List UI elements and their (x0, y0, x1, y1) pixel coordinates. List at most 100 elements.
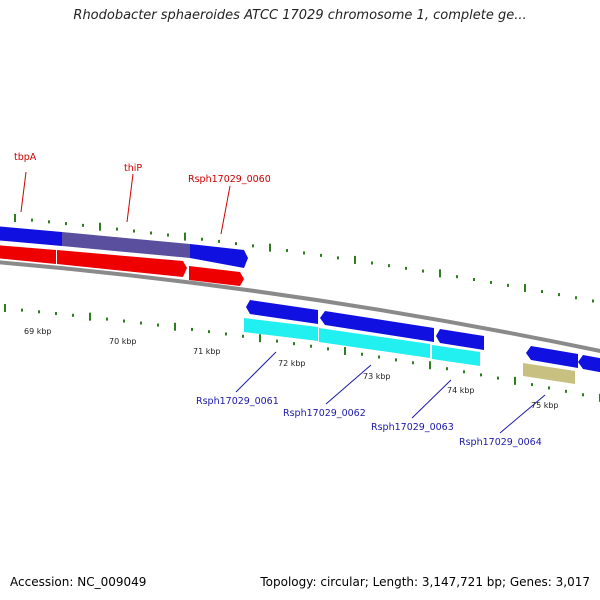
gene-label-thiP[interactable]: thiP (124, 163, 142, 174)
tick-label-70kbp: 70 kbp (109, 337, 137, 346)
leader-thiP (126, 173, 134, 223)
minor-tick (582, 393, 584, 397)
minor-tick (208, 330, 210, 334)
tick-label-69kbp: 69 kbp (24, 327, 52, 336)
gene-rsph17029-0061[interactable] (246, 300, 318, 324)
minor-tick (293, 342, 295, 346)
minor-tick (412, 361, 414, 365)
minor-tick (565, 389, 567, 393)
major-tick (89, 312, 91, 321)
minor-tick (327, 347, 329, 351)
gene-label-tbpA[interactable]: tbpA (14, 152, 37, 163)
gene-cyan-3[interactable] (432, 345, 480, 366)
gene-rsph17029-0064[interactable] (526, 346, 578, 368)
minor-tick (395, 358, 397, 362)
major-tick (344, 347, 346, 356)
gene-label-rsph17029-0063[interactable]: Rsph17029_0063 (371, 422, 454, 433)
gene-olive[interactable] (523, 363, 575, 384)
tick-label-73kbp: 73 kbp (363, 372, 391, 381)
minor-tick (286, 249, 288, 253)
minor-tick (337, 256, 339, 260)
tick-label-75kbp: 75 kbp (531, 401, 559, 410)
minor-tick (446, 367, 448, 371)
minor-tick (463, 370, 465, 374)
minor-tick (116, 227, 118, 231)
minor-tick (541, 290, 543, 294)
minor-tick (310, 344, 312, 348)
minor-tick (106, 317, 108, 321)
minor-tick (252, 244, 254, 248)
gene-cyan-2[interactable] (319, 328, 430, 358)
top-tick-row (14, 214, 594, 303)
gene-cyan-1[interactable] (244, 318, 318, 341)
gene-label-rsph17029-0060[interactable]: Rsph17029_0060 (188, 174, 271, 185)
topology-summary: Topology: circular; Length: 3,147,721 bp… (260, 575, 590, 589)
minor-tick (456, 275, 458, 279)
leader-rsph17029-0064 (499, 394, 546, 434)
gene-red-1[interactable] (0, 245, 56, 264)
minor-tick (371, 261, 373, 265)
minor-tick (378, 355, 380, 359)
minor-tick (55, 312, 57, 316)
minor-tick (497, 376, 499, 380)
major-tick (174, 322, 176, 331)
minor-tick (31, 218, 33, 222)
leader-rsph17029-0060 (220, 185, 231, 235)
minor-tick (48, 220, 50, 224)
minor-tick (167, 233, 169, 237)
gene-blue-edge[interactable] (578, 355, 600, 373)
minor-tick (123, 319, 125, 323)
map-title: Rhodobacter sphaeroides ATCC 17029 chrom… (73, 8, 527, 23)
major-tick (14, 214, 16, 222)
major-tick (269, 243, 271, 252)
minor-tick (191, 327, 193, 331)
major-tick (99, 222, 101, 231)
minor-tick (218, 239, 220, 243)
minor-tick (201, 237, 203, 241)
minor-tick (276, 339, 278, 343)
minor-tick (303, 251, 305, 255)
major-tick (354, 255, 356, 264)
gene-rsph17029-0063[interactable] (436, 329, 484, 350)
minor-tick (388, 264, 390, 268)
gene-label-rsph17029-0064[interactable]: Rsph17029_0064 (459, 437, 542, 448)
accession-text: Accession: NC_009049 (10, 575, 147, 589)
minor-tick (405, 266, 407, 270)
major-tick (259, 334, 261, 343)
chromosome-backbone (0, 260, 600, 354)
minor-tick (480, 373, 482, 377)
minor-tick (531, 383, 533, 387)
gene-red-3[interactable] (189, 266, 244, 286)
minor-tick (82, 223, 84, 227)
major-tick (184, 232, 186, 241)
gene-rsph17029-0060[interactable] (190, 244, 248, 268)
tick-label-74kbp: 74 kbp (447, 386, 475, 395)
minor-tick (157, 323, 159, 327)
major-tick (439, 269, 441, 278)
minor-tick (133, 229, 135, 233)
minor-tick (65, 222, 67, 226)
major-tick (524, 283, 526, 292)
minor-tick (242, 334, 244, 338)
minor-tick (548, 386, 550, 390)
minor-tick (72, 313, 74, 317)
minor-tick (225, 332, 227, 336)
gene-tbpA[interactable] (0, 226, 62, 246)
gene-red-2[interactable] (57, 250, 187, 277)
gene-thiP[interactable] (62, 232, 190, 258)
gene-label-rsph17029-0062[interactable]: Rsph17029_0062 (283, 408, 366, 419)
gene-rsph17029-0062[interactable] (320, 311, 434, 342)
leader-rsph17029-0063 (411, 379, 452, 419)
minor-tick (150, 231, 152, 235)
tick-label-71kbp: 71 kbp (193, 347, 221, 356)
major-tick (514, 376, 516, 385)
leader-tbpA (20, 171, 27, 213)
leader-rsph17029-0061 (235, 351, 277, 393)
minor-tick (38, 310, 40, 314)
tick-label-72kbp: 72 kbp (278, 359, 306, 368)
minor-tick (235, 242, 237, 246)
minor-tick (361, 352, 363, 356)
gene-label-rsph17029-0061[interactable]: Rsph17029_0061 (196, 396, 279, 407)
